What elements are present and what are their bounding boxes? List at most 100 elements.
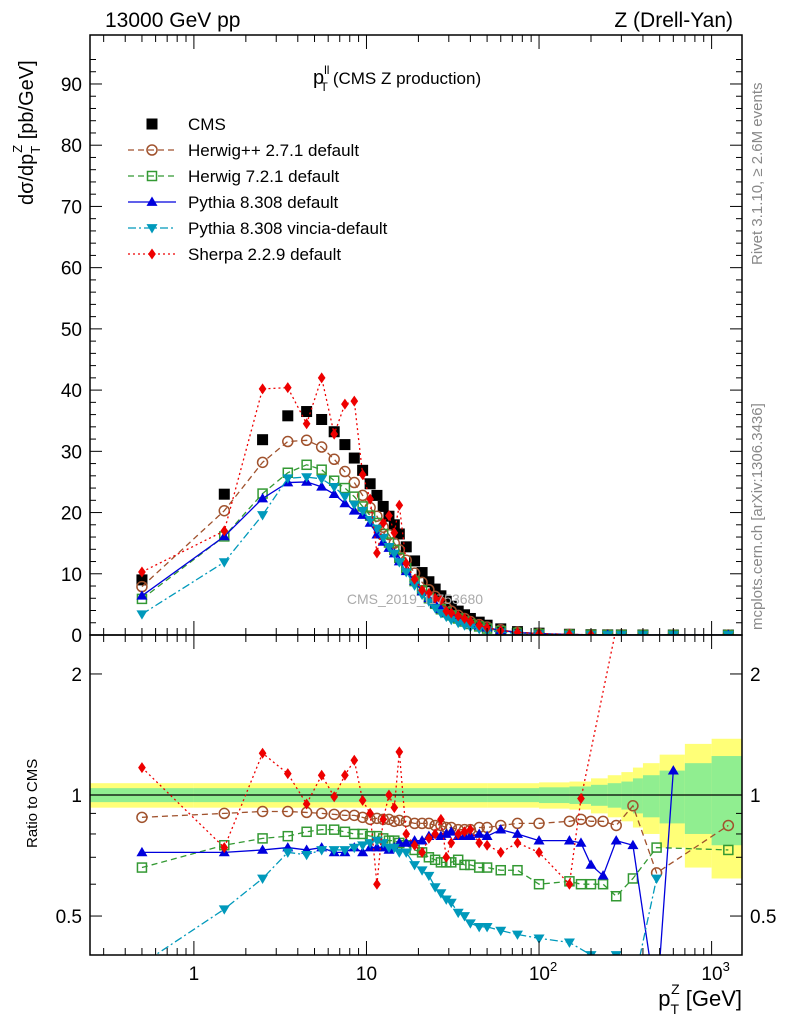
plot-title-sub: T <box>320 80 328 94</box>
ratio-point <box>410 839 419 851</box>
data-point <box>282 435 294 448</box>
ratio-point <box>667 765 679 775</box>
ratio-series-3 <box>98 836 663 1010</box>
ratio-point <box>416 866 428 876</box>
rivet-version: Rivet 3.1.10, ≥ 2.6M events <box>749 83 766 266</box>
ratio-point <box>651 842 662 853</box>
data-point <box>301 406 313 418</box>
data-point <box>339 497 351 508</box>
ratio-point <box>423 817 435 830</box>
ratio-point <box>610 819 622 832</box>
ratio-point <box>393 848 405 858</box>
legend-label: Sherpa 2.2.9 default <box>188 245 341 264</box>
band-inner <box>632 778 643 814</box>
data-point <box>348 500 360 511</box>
ratio-point <box>481 862 493 873</box>
data-point <box>377 500 389 512</box>
data-point <box>302 418 311 430</box>
plot-title-main: p <box>313 67 324 89</box>
data-point <box>400 568 412 578</box>
ratio-point <box>98 1001 109 1010</box>
data-point <box>423 576 435 588</box>
ratio-y-tick-label: 0.5 <box>56 907 82 928</box>
ratio-point <box>301 826 312 838</box>
ratio-point <box>316 846 328 856</box>
ratio-point <box>348 843 360 854</box>
ratio-point <box>610 951 622 955</box>
ratio-point <box>282 830 294 842</box>
data-point <box>136 590 148 600</box>
data-point <box>442 605 451 617</box>
data-point <box>475 619 484 631</box>
ratio-point <box>416 835 428 845</box>
ratio-point <box>431 828 439 840</box>
ratio-point <box>651 874 663 884</box>
ratio-point <box>316 824 327 835</box>
data-point <box>431 592 439 604</box>
data-point <box>483 622 491 634</box>
data-point <box>402 557 411 569</box>
legend-marker <box>146 170 158 182</box>
ratio-point <box>473 862 485 873</box>
data-point <box>602 631 614 635</box>
x-tick-label: 103 <box>701 959 729 985</box>
y-tick-label: 10 <box>61 565 82 586</box>
legend-marker <box>146 196 158 206</box>
ratio-point <box>400 848 412 858</box>
data-point <box>423 597 435 607</box>
y-tick-label: 20 <box>61 504 82 525</box>
ratio-line <box>141 829 729 898</box>
ratio-point <box>575 878 587 890</box>
legend-entry: Herwig++ 2.7.1 default <box>128 141 359 160</box>
ratio-y-tick-label-right: 0.5 <box>750 907 776 928</box>
data-point <box>513 626 522 635</box>
ratio-point <box>512 864 523 876</box>
ratio-point <box>416 817 428 830</box>
ratio-y-tick-label-right: 2 <box>750 665 761 686</box>
ratio-point <box>328 808 340 821</box>
ratio-point <box>138 762 146 774</box>
ratio-point <box>445 898 457 909</box>
ratio-point <box>357 828 368 840</box>
data-point <box>410 573 419 585</box>
data-point <box>388 549 400 560</box>
ratio-point <box>388 843 400 854</box>
ratio-point <box>257 833 268 844</box>
data-point <box>366 493 374 505</box>
ratio-point <box>533 878 545 890</box>
ratio-point <box>409 861 421 871</box>
data-point <box>722 631 734 635</box>
ratio-point <box>220 842 229 854</box>
ratio-point <box>563 835 575 845</box>
data-point <box>350 395 359 407</box>
data-point <box>364 478 376 490</box>
data-point <box>466 616 475 628</box>
data-point <box>138 566 146 578</box>
data-point <box>447 607 456 619</box>
data-point <box>339 482 351 494</box>
ratio-point <box>585 878 597 890</box>
ratio-point <box>136 811 148 824</box>
ratio-point <box>282 848 294 858</box>
ratio-point <box>339 846 351 856</box>
data-point <box>416 567 428 579</box>
ratio-line <box>141 804 729 874</box>
data-point <box>452 618 464 629</box>
ratio-point <box>257 874 269 884</box>
ratio-point <box>440 895 452 905</box>
ratio-point <box>565 878 574 890</box>
ratio-point <box>585 815 597 828</box>
ratio-point <box>511 817 524 830</box>
ratio-point <box>218 905 230 915</box>
ratio-point <box>357 846 369 857</box>
ratio-point <box>475 837 484 849</box>
data-point <box>301 473 313 483</box>
ratio-point <box>390 802 399 814</box>
ratio-point <box>627 839 639 850</box>
data-point <box>218 504 231 517</box>
ratio-point <box>393 814 406 827</box>
ratio-point <box>535 846 543 858</box>
data-point <box>425 587 433 599</box>
mcplots-ref: mcplots.cern.ch [arXiv:1306.3436] <box>749 403 766 630</box>
band-inner <box>642 775 660 818</box>
